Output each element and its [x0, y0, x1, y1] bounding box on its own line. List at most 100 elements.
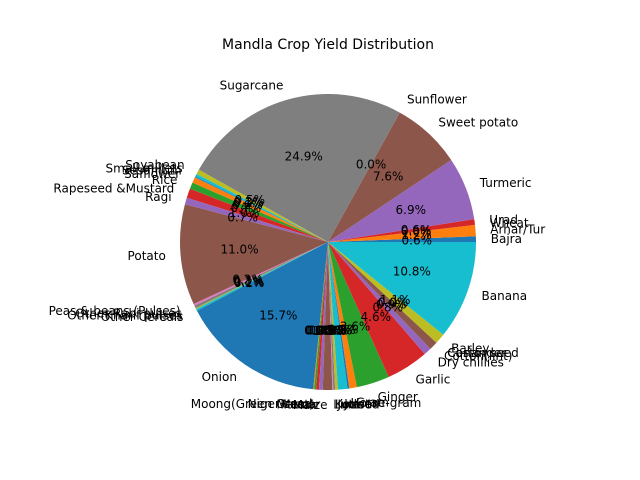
slice-percent-masoor: 0.4% [308, 324, 339, 338]
slice-label-sesamum: Sesamum [122, 163, 182, 177]
slice-label-barley: Barley [451, 341, 489, 355]
slice-urad [328, 219, 475, 242]
slice-percent-horse-gram: 0.2% [325, 323, 356, 337]
slice-percent-urad: 0.6% [401, 223, 432, 237]
slice-other-rabi-pulses [194, 242, 328, 309]
slice-percent-sesamum: 0.1% [233, 196, 264, 210]
slice-percent-arhar-tur: 1.2% [401, 228, 432, 242]
slice-safflower [192, 177, 328, 242]
slice-label-niger-seed: Niger seed [248, 397, 313, 411]
slice-label-jute: Jute [336, 398, 360, 412]
slice-percent-other-rabi-pulses: 0.3% [233, 274, 264, 288]
slice-label-peas-beans-pulses: Peas & beans (Pulses) [49, 304, 181, 318]
slice-label-soyabean: Soyabean [125, 158, 184, 172]
slice-linseed [328, 242, 334, 390]
slice-label-wheat: Wheat [490, 216, 529, 230]
slice-other-cereals [196, 242, 328, 311]
slice-garlic [328, 242, 425, 377]
slice-label-masoor: Masoor [277, 398, 321, 412]
slice-turmeric [328, 160, 475, 242]
slice-label-other-kharif-pulses: Other Kharif pulses [67, 308, 182, 322]
slice-rice [189, 182, 328, 242]
slice-label-sugarcane: Sugarcane [220, 78, 284, 92]
slice-arhar-tur [328, 224, 476, 242]
slice-percent-sunflower: 0.0% [356, 157, 387, 171]
slice-other-kharif-pulses [195, 242, 328, 310]
slice-percent-peas-beans-pulses: 0.2% [232, 273, 263, 287]
pie-labels: Bajra 0.6% Arhar/Tur 1.2% Wheat 0.0% Urad 0.6% T… [49, 78, 546, 411]
slice-label-dry-chillies: Dry chillies [438, 355, 504, 369]
slice-ginger [328, 242, 389, 388]
slice-percent-mesta: 0.3% [306, 324, 337, 338]
slice-label-arhar-tur: Arhar/Tur [490, 222, 545, 236]
slice-percent-small-millets: 0.3% [233, 195, 264, 209]
slice-label-linseed: Linseed [333, 398, 379, 412]
slice-percent-potato: 11.0% [220, 243, 258, 257]
slice-percent-moong-green-gram: 0.2% [305, 323, 336, 337]
slice-jowar [328, 242, 348, 390]
slice-moong-green-gram [314, 242, 328, 390]
slice-percent-onion: 15.7% [259, 309, 297, 323]
slice-niger-seed [313, 242, 328, 390]
slice-percent-sugarcane: 24.9% [285, 150, 323, 164]
slice-barley [328, 242, 444, 343]
slice-dry-chillies [328, 242, 431, 354]
slice-label-maize: Maize [293, 398, 328, 412]
slice-label-rapeseed-mustard: Rapeseed &Mustard [53, 181, 174, 195]
pie-slices [180, 94, 477, 391]
slice-bajra [328, 236, 476, 242]
slice-label-gram: Gram [356, 395, 389, 409]
slice-percent-soyabean: 0.5% [235, 193, 266, 207]
slice-label-small-millets: Small millets [105, 162, 182, 176]
slice-percent-gram: 0.8% [328, 323, 359, 337]
slice-label-jowar: Jowar [343, 397, 377, 411]
slice-label-bajra: Bajra [491, 232, 522, 246]
slice-label-castor-seed: Castor seed [447, 346, 518, 360]
slice-peas-beans-pulses [193, 242, 328, 306]
slice-horse-gram [328, 242, 350, 389]
slice-label-coriander: Coriander [447, 346, 506, 360]
slice-gram [328, 242, 357, 389]
slice-rapeseed-mustard [186, 188, 328, 242]
slice-label-ginger: Ginger [378, 390, 418, 404]
slice-label-other-cereals: Other Cereals [101, 310, 184, 324]
slice-banana [328, 242, 477, 335]
slice-ragi [184, 197, 328, 242]
slice-jute [328, 242, 339, 390]
slice-label-garlic: Garlic [416, 372, 451, 386]
slice-percent-turmeric: 6.9% [396, 203, 427, 217]
slice-onion [196, 242, 328, 390]
slice-percent-linseed: 0.1% [316, 324, 347, 338]
slice-percent-other-cereals: 0.2% [234, 276, 265, 290]
slice-small-millets [195, 174, 328, 242]
slice-percent-bajra: 0.6% [402, 233, 433, 247]
slice-potato [180, 204, 328, 304]
slice-percent-rice: 0.7% [231, 201, 262, 215]
slice-percent-garlic: 4.6% [361, 310, 392, 324]
chart-title: Mandla Crop Yield Distribution [222, 37, 434, 53]
slice-label-potato: Potato [128, 249, 166, 263]
slice-percent-maize: 1.0% [312, 324, 343, 338]
slice-label-horse-gram: Horse-gram [351, 396, 422, 410]
slice-label-safflower: Safflower [124, 167, 180, 181]
slice-percent-other-kharif-pulses: 0.1% [233, 275, 264, 289]
slice-percent-ginger: 3.6% [340, 320, 371, 334]
slice-percent-jute: 0.3% [318, 324, 349, 338]
slice-label-mesta: Mesta [280, 397, 316, 411]
slice-label-cotton-lint: Cotton(lint) [444, 349, 512, 363]
slice-percent-castor-seed: 0.0% [378, 295, 409, 309]
slice-percent-dry-chillies: 0.8% [373, 301, 404, 315]
slice-percent-jowar: 1.0% [322, 323, 353, 337]
slice-percent-kodo: 0.2% [316, 324, 347, 338]
slice-label-kodo: Kodo [335, 398, 365, 412]
slice-soyabean [196, 169, 328, 242]
slice-cotton-lint [328, 242, 437, 349]
slice-label-onion: Onion [202, 370, 237, 384]
slice-mesta [316, 242, 328, 390]
slice-sugarcane [198, 94, 400, 242]
slice-percent-niger-seed: 0.1% [304, 323, 335, 337]
slice-percent-safflower: 0.6% [232, 198, 263, 212]
slice-percent-wheat: 0.0% [401, 225, 432, 239]
